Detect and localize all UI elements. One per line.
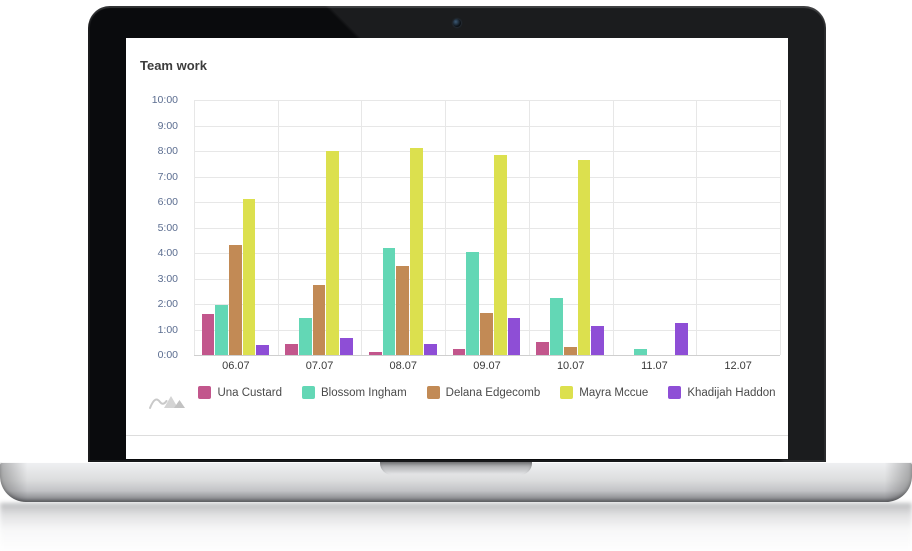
webcam-icon (453, 19, 461, 27)
h-gridline (194, 125, 780, 127)
h-gridline (194, 227, 780, 229)
v-gridline (445, 100, 447, 355)
y-tick-label: 3:00 (157, 272, 178, 285)
legend-item[interactable]: Khadijah Haddon (668, 386, 776, 399)
v-gridline (361, 100, 363, 355)
bar[interactable] (298, 318, 312, 355)
v-gridline (277, 100, 279, 355)
bar[interactable] (368, 352, 382, 355)
bar[interactable] (285, 343, 298, 355)
legend-swatch (560, 386, 574, 399)
laptop-screen-bezel: Team work 10:00 9:00 8:00 7:00 6:00 5:00 4:00 3… (88, 6, 826, 462)
bar[interactable] (480, 312, 493, 355)
amcharts-logo-icon[interactable] (148, 392, 190, 412)
x-tick-label: 08.07 (389, 360, 418, 372)
bar[interactable] (326, 151, 340, 355)
bar[interactable] (201, 314, 215, 355)
v-gridline (528, 100, 530, 355)
bar[interactable] (493, 154, 507, 355)
x-tick-label: 09.07 (473, 360, 501, 372)
bar[interactable] (577, 159, 591, 355)
screen-bottom-divider (126, 435, 788, 436)
h-gridline (194, 202, 780, 203)
legend-item[interactable]: Una Custard (198, 386, 282, 399)
chart-legend: Una Custard Blossom Ingham Delana Edgecomb… (194, 386, 780, 399)
y-tick-label: 10:00 (151, 94, 178, 106)
bar[interactable] (563, 347, 577, 355)
legend-swatch (198, 386, 212, 399)
plot-area (194, 100, 781, 356)
chart-title: Team work (140, 58, 207, 73)
bar[interactable] (215, 305, 229, 355)
y-axis: 10:00 9:00 8:00 7:00 6:00 5:00 4:00 3:00 2:00 1:0… (126, 94, 186, 361)
bar[interactable] (242, 199, 256, 355)
y-tick-label: 0:00 (157, 349, 178, 361)
v-gridline (194, 100, 195, 355)
y-tick-label: 6:00 (157, 196, 178, 208)
laptop-lid-notch (380, 462, 532, 475)
y-tick-label: 7:00 (157, 170, 178, 183)
legend-label: Mayra Mccue (579, 386, 649, 399)
bar[interactable] (340, 338, 353, 355)
legend-swatch (426, 386, 440, 399)
screen: Team work 10:00 9:00 8:00 7:00 6:00 5:00 4:00 3… (126, 38, 788, 459)
bar[interactable] (423, 343, 437, 355)
y-tick-label: 4:00 (157, 247, 178, 259)
bar[interactable] (507, 318, 521, 355)
y-tick-label: 2:00 (157, 298, 178, 310)
y-tick-label: 9:00 (157, 119, 178, 132)
v-gridline (612, 100, 614, 355)
bar[interactable] (228, 245, 242, 355)
x-tick-label: 07.07 (305, 360, 334, 372)
x-tick-label: 10.07 (556, 360, 585, 372)
h-gridline (194, 278, 780, 280)
h-gridline (194, 304, 780, 305)
legend-label: Khadijah Haddon (687, 386, 776, 399)
laptop-reflection (0, 503, 912, 551)
x-tick-label: 12.07 (724, 360, 752, 372)
h-gridline (194, 355, 780, 356)
legend-item[interactable]: Mayra Mccue (560, 386, 648, 399)
bar[interactable] (536, 342, 550, 355)
x-tick-label: 11.07 (641, 360, 668, 372)
bar[interactable] (312, 284, 326, 355)
bar[interactable] (633, 348, 647, 355)
h-gridline (194, 151, 780, 152)
legend-label: Blossom Ingham (321, 386, 407, 399)
v-gridline (780, 100, 781, 355)
y-tick-label: 5:00 (157, 221, 178, 234)
y-tick-label: 8:00 (157, 145, 178, 157)
x-axis: 06.07 07.07 08.07 09.07 10.07 11.07 12.07 (194, 360, 780, 376)
legend-item[interactable]: Blossom Ingham (302, 386, 407, 399)
bar[interactable] (452, 348, 466, 355)
bar[interactable] (382, 247, 396, 355)
legend-item[interactable]: Delana Edgecomb (426, 386, 541, 399)
y-tick-label: 1:00 (157, 323, 178, 336)
bar[interactable] (675, 323, 688, 355)
bar[interactable] (466, 251, 480, 355)
legend-swatch (668, 386, 682, 399)
bar[interactable] (591, 325, 605, 355)
bar[interactable] (256, 344, 270, 355)
h-gridline (194, 253, 780, 254)
v-gridline (696, 100, 698, 355)
h-gridline (194, 176, 780, 178)
legend-swatch (302, 386, 315, 399)
legend-label: Delana Edgecomb (445, 386, 541, 399)
bar[interactable] (550, 297, 563, 355)
bar[interactable] (396, 265, 410, 355)
legend-label: Una Custard (217, 386, 282, 399)
x-tick-label: 06.07 (222, 360, 250, 372)
h-gridline (194, 100, 780, 101)
bar[interactable] (410, 148, 423, 355)
